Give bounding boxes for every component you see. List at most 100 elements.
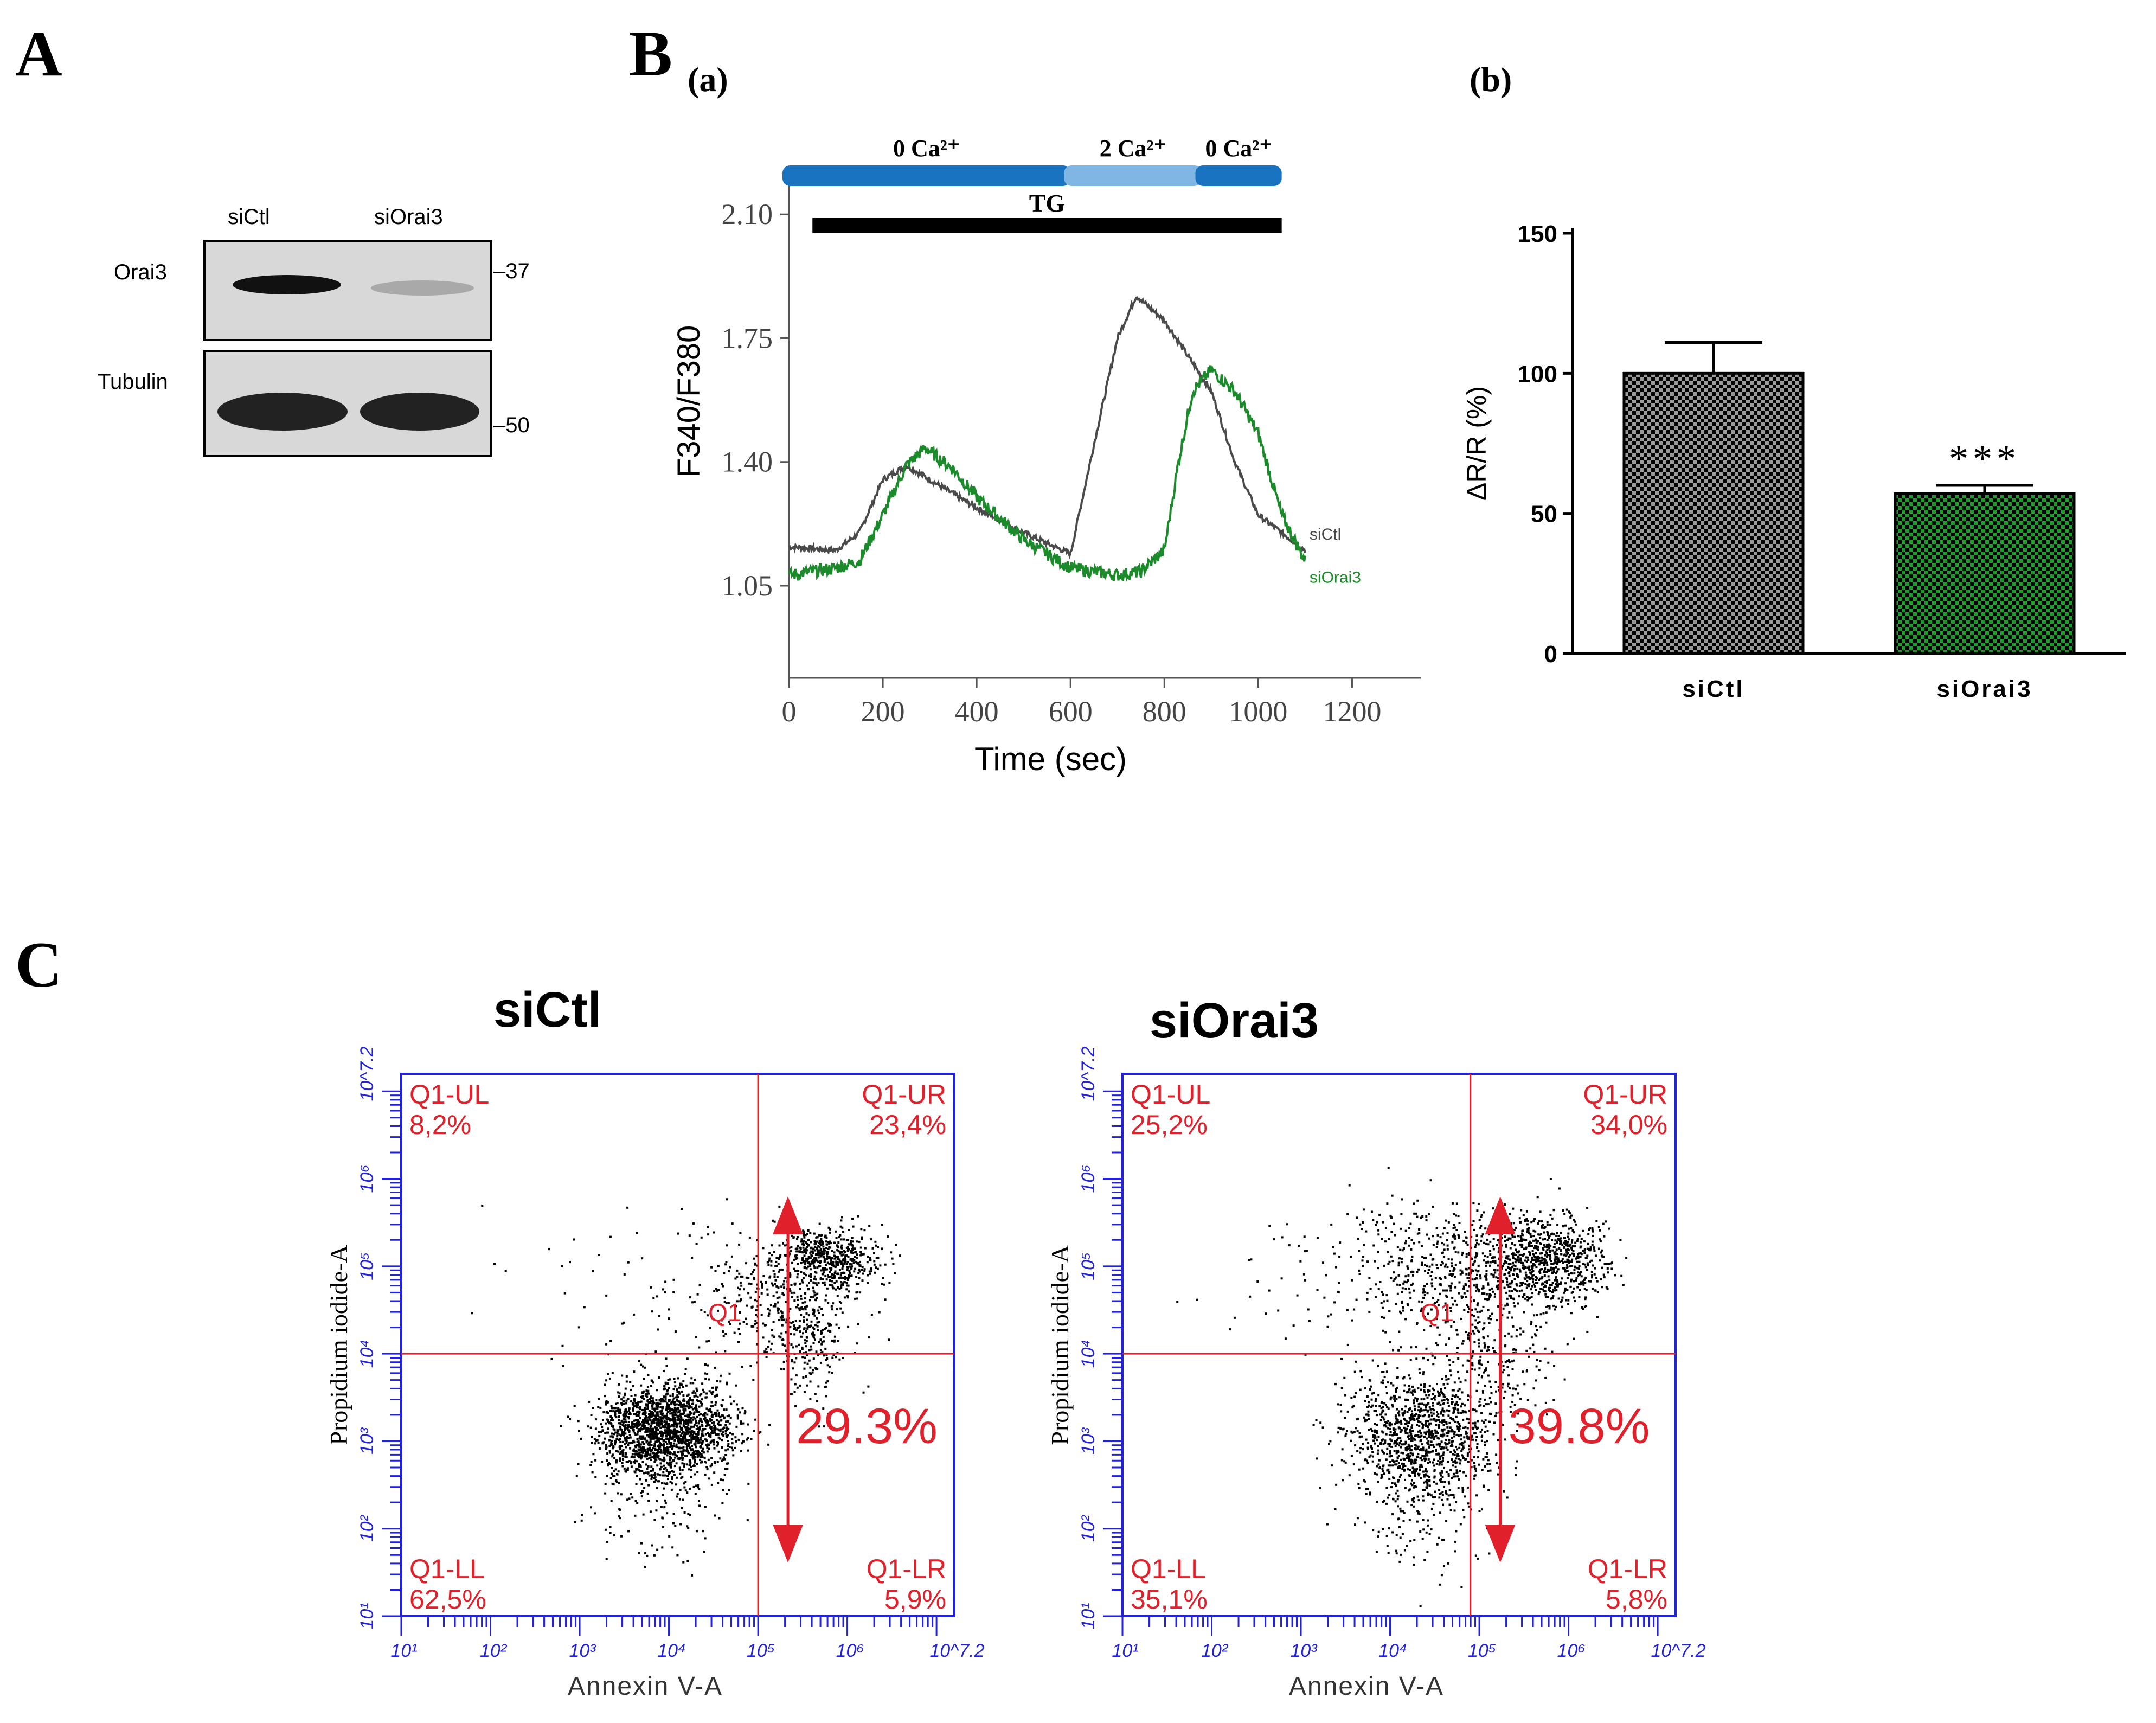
event-dot [1412, 1393, 1414, 1396]
event-dot [713, 1443, 716, 1446]
event-dot [1438, 1426, 1440, 1429]
event-dot [1599, 1240, 1602, 1242]
event-dot [826, 1253, 828, 1256]
x-tick-label: 10⁵ [1468, 1641, 1496, 1661]
event-dot [830, 1269, 832, 1272]
event-dot [710, 1431, 713, 1434]
event-dot [1452, 1412, 1455, 1414]
event-dot [1455, 1445, 1457, 1448]
event-dot [1552, 1295, 1555, 1297]
event-dot [660, 1506, 663, 1508]
event-dot [806, 1284, 809, 1287]
event-dot [632, 1423, 634, 1425]
event-dot [1445, 1375, 1447, 1378]
event-dot [628, 1411, 631, 1414]
event-dot [1390, 1423, 1393, 1426]
event-dot [1393, 1450, 1396, 1452]
event-dot [1350, 1455, 1353, 1457]
event-dot [1335, 1483, 1338, 1486]
event-dot [688, 1415, 690, 1418]
event-dot [765, 1348, 768, 1350]
event-dot [1436, 1402, 1439, 1405]
event-dot [677, 1417, 680, 1419]
event-dot [827, 1274, 829, 1277]
event-dot [1567, 1245, 1570, 1247]
event-dot [644, 1413, 646, 1416]
event-dot [809, 1366, 812, 1369]
event-dot [665, 1430, 668, 1432]
event-dot [1426, 1454, 1429, 1457]
event-dot [824, 1249, 826, 1252]
event-dot [651, 1411, 653, 1413]
event-dot [1459, 1443, 1462, 1445]
event-dot [1438, 1401, 1441, 1404]
event-dot [655, 1350, 657, 1353]
event-dot [630, 1462, 632, 1465]
event-dot [1576, 1240, 1579, 1242]
event-dot [754, 1418, 757, 1421]
event-dot [790, 1322, 793, 1324]
event-dot [659, 1413, 662, 1415]
event-dot [650, 1425, 652, 1427]
event-dot [721, 1414, 723, 1417]
event-dot [682, 1398, 685, 1401]
event-dot [1441, 1471, 1443, 1474]
event-dot [794, 1256, 797, 1259]
event-dot [1382, 1406, 1384, 1408]
event-dot [817, 1354, 819, 1356]
event-dot [1467, 1421, 1470, 1424]
event-dot [1448, 1439, 1451, 1442]
event-dot [800, 1240, 803, 1243]
event-dot [823, 1271, 825, 1274]
event-dot [723, 1301, 726, 1303]
event-dot [699, 1413, 702, 1415]
event-dot [625, 1442, 628, 1444]
event-dot [838, 1288, 841, 1290]
event-dot [672, 1411, 675, 1414]
event-dot [840, 1272, 843, 1274]
event-dot [690, 1453, 692, 1456]
event-dot [850, 1250, 852, 1252]
event-dot [806, 1354, 809, 1356]
event-dot [658, 1457, 661, 1460]
event-dot [1467, 1394, 1470, 1397]
event-dot [1416, 1418, 1419, 1420]
event-dot [888, 1338, 890, 1341]
event-dot [698, 1452, 701, 1455]
event-dot [636, 1406, 638, 1409]
event-dot [1410, 1482, 1413, 1485]
event-dot [1484, 1425, 1487, 1428]
event-dot [1519, 1398, 1522, 1400]
event-dot [695, 1446, 697, 1449]
event-dot [660, 1433, 663, 1436]
event-dot [671, 1412, 673, 1414]
event-dot [1530, 1235, 1532, 1238]
event-dot [633, 1423, 636, 1425]
event-dot [633, 1462, 636, 1465]
event-dot [1409, 1430, 1412, 1433]
event-dot [627, 1461, 629, 1463]
event-dot [682, 1453, 684, 1456]
event-dot [1344, 1417, 1346, 1419]
event-dot [735, 1403, 738, 1406]
event-dot [778, 1205, 781, 1208]
event-dot [803, 1272, 805, 1275]
event-dot [690, 1441, 692, 1444]
event-dot [814, 1299, 817, 1302]
y-tick-label: 10⁶ [1078, 1165, 1099, 1193]
event-dot [695, 1433, 697, 1436]
event-dot [1442, 1457, 1445, 1459]
event-dot [588, 1400, 591, 1403]
event-dot [1546, 1224, 1549, 1226]
event-dot [842, 1265, 845, 1267]
event-dot [1401, 1377, 1404, 1380]
event-dot [1408, 1459, 1410, 1462]
event-dot [681, 1447, 684, 1450]
event-dot [633, 1432, 636, 1434]
event-dot [1586, 1269, 1588, 1271]
event-dot [670, 1488, 673, 1491]
event-dot [816, 1240, 818, 1243]
event-dot [1321, 1426, 1324, 1429]
event-dot [1435, 1443, 1438, 1446]
event-dot [728, 1414, 730, 1417]
